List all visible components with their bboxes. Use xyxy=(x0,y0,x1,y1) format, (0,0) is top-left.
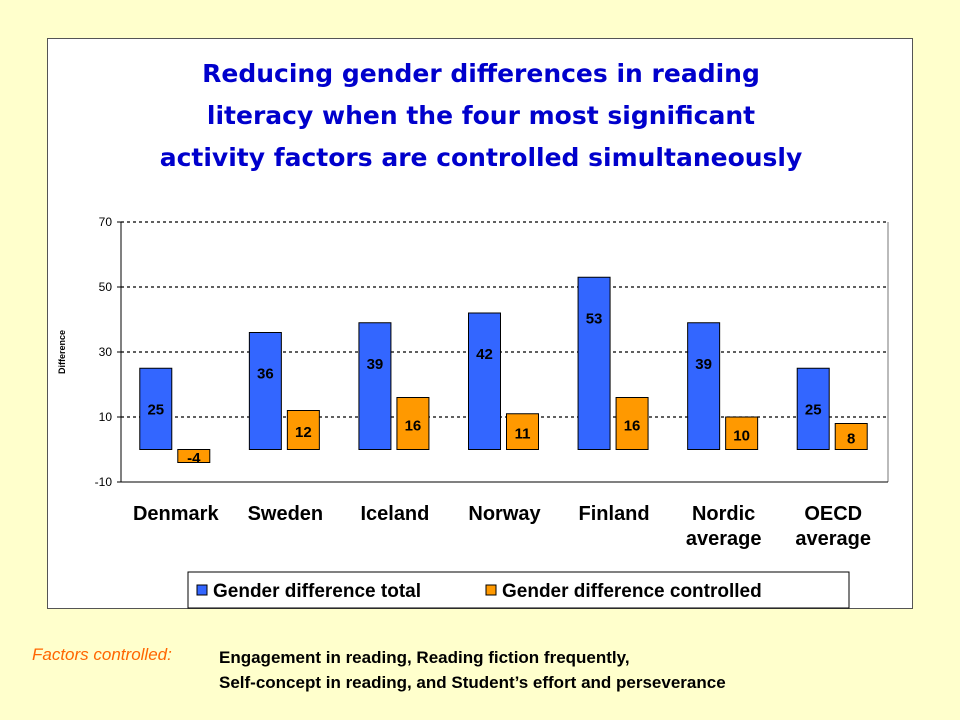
bar-total xyxy=(139,367,173,450)
legend-box xyxy=(187,571,850,609)
y-tick-label: -10 xyxy=(95,475,113,489)
data-label: 8 xyxy=(847,431,855,448)
category-label: Norway xyxy=(468,503,541,525)
y-tick-label: 30 xyxy=(99,345,113,359)
data-label: -4 xyxy=(187,450,201,467)
legend-swatch-1 xyxy=(485,584,497,596)
bar-total xyxy=(796,367,830,450)
bar-controlled xyxy=(506,413,539,450)
data-label: 53 xyxy=(586,310,603,327)
bar-controlled xyxy=(177,449,211,463)
bar-chart: 70 50 30 10 -10 Difference 25 36 39 42 53 39 25 -4 12 1… xyxy=(57,215,889,609)
bar-controlled xyxy=(834,423,868,450)
legend-label-0: Gender difference total xyxy=(213,581,421,602)
data-label: 39 xyxy=(695,356,712,373)
bar-total xyxy=(248,332,282,450)
bar-controlled xyxy=(615,397,649,450)
data-label: 42 xyxy=(476,346,493,363)
legend-label-1: Gender difference controlled xyxy=(502,581,762,602)
data-label: 11 xyxy=(515,426,531,443)
factors-line-2: Self-concept in reading, and Student’s e… xyxy=(219,673,726,692)
data-label: 10 xyxy=(733,427,750,444)
chart-title: Reducing gender differences in reading l… xyxy=(48,53,914,179)
title-line-2: literacy when the four most significant xyxy=(206,101,756,130)
factors-controlled-text: Engagement in reading, Reading fiction f… xyxy=(219,645,726,695)
data-label: 39 xyxy=(367,356,384,373)
y-tick-label: 70 xyxy=(99,215,113,229)
y-tick-label: 50 xyxy=(99,280,113,294)
factors-line-1: Engagement in reading, Reading fiction f… xyxy=(219,648,630,667)
title-line-1: Reducing gender differences in reading xyxy=(202,59,760,88)
category-label: average xyxy=(686,528,762,550)
data-label: 16 xyxy=(624,418,641,435)
bar-controlled xyxy=(286,410,320,450)
bar-total xyxy=(577,276,611,450)
chart-panel: Reducing gender differences in reading l… xyxy=(47,38,913,609)
data-label: 25 xyxy=(805,401,822,418)
data-label: 16 xyxy=(405,418,422,435)
bar-controlled xyxy=(725,416,759,450)
category-label: average xyxy=(795,528,871,550)
data-label: 36 xyxy=(257,366,274,383)
data-label: 12 xyxy=(295,424,312,441)
legend-swatch-0 xyxy=(196,584,208,596)
bar-controlled xyxy=(396,397,430,450)
y-tick-label: 10 xyxy=(99,410,113,424)
category-label: Denmark xyxy=(133,503,219,525)
y-axis-label: Difference xyxy=(57,330,67,374)
data-label: 25 xyxy=(147,401,164,418)
title-line-3: activity factors are controlled simultan… xyxy=(159,143,803,172)
factors-controlled-label: Factors controlled: xyxy=(32,645,172,664)
category-label: OECD xyxy=(804,503,862,525)
bar-total xyxy=(687,322,721,450)
category-label: Iceland xyxy=(360,503,429,525)
bar-total xyxy=(468,312,501,450)
category-label: Sweden xyxy=(248,503,324,525)
bar-total xyxy=(358,322,392,450)
category-label: Finland xyxy=(579,503,650,525)
category-label: Nordic xyxy=(692,503,755,525)
